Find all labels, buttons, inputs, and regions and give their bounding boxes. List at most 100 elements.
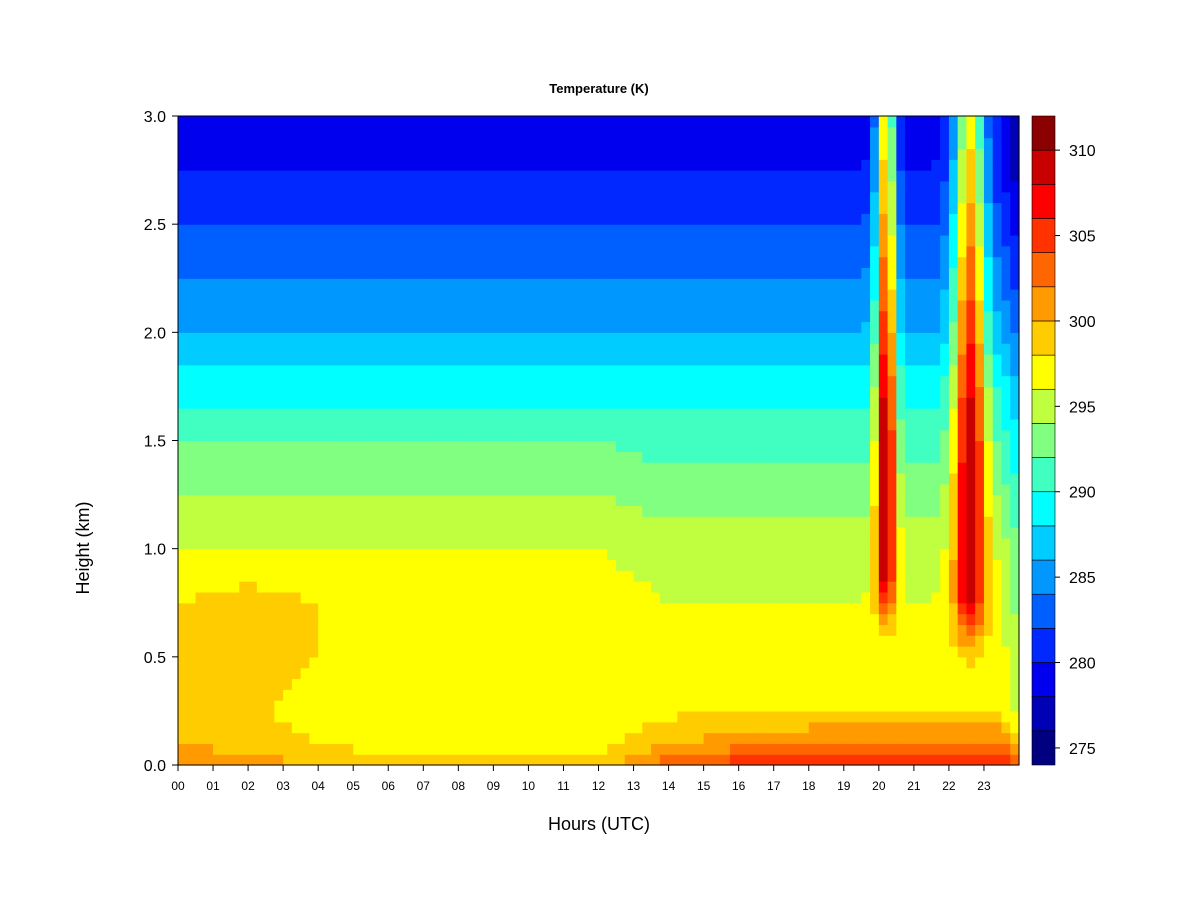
heatmap-cell [414,581,424,593]
heatmap-cell [721,299,731,312]
heatmap-cell [887,689,897,701]
heatmap-cell [335,299,346,312]
heatmap-cell [843,591,854,604]
heatmap-cell [896,710,906,723]
heatmap-cell [528,353,538,366]
heatmap-cell [651,126,661,139]
heatmap-cell [204,646,214,658]
heatmap-cell [580,386,591,398]
heatmap-cell [729,700,740,712]
heatmap-cell [563,624,573,636]
heatmap-cell [449,202,459,214]
heatmap-cell [738,451,749,463]
heatmap-cell [256,126,267,139]
heatmap-cell [677,527,687,539]
heatmap-cell [659,721,670,734]
heatmap-cell [554,397,565,409]
heatmap-cell [326,483,337,496]
heatmap-cell [878,170,889,182]
heatmap-cell [414,202,424,214]
heatmap-cell [651,754,661,766]
heatmap-cell [817,656,827,669]
heatmap-cell [791,732,801,744]
heatmap-cell [440,732,451,744]
heatmap-cell [300,548,311,561]
heatmap-cell [607,559,617,571]
heatmap-cell [633,602,643,615]
heatmap-cell [598,591,608,604]
heatmap-cell [274,364,284,377]
heatmap-cell [799,462,810,474]
heatmap-cell [773,310,784,323]
heatmap-cell [668,635,678,647]
heatmap-cell [467,700,477,712]
heatmap-cell [248,440,258,452]
heatmap-cell [353,624,363,636]
heatmap-cell [721,126,731,139]
heatmap-cell [239,472,249,485]
heatmap-cell [826,721,836,734]
heatmap-cell [887,256,897,269]
heatmap-cell [300,213,311,225]
heatmap-cell [835,635,845,647]
heatmap-cell [738,418,749,431]
heatmap-cell [344,667,354,680]
heatmap-cell [353,591,363,604]
heatmap-cell [799,678,810,690]
heatmap-cell [694,180,705,193]
heatmap-cell [274,332,284,344]
heatmap-cell [624,451,635,463]
heatmap-cell [826,310,836,323]
heatmap-cell [624,440,635,452]
heatmap-cell [519,332,530,344]
heatmap-cell [537,408,547,420]
heatmap-cell [633,678,643,690]
heatmap-cell [756,505,766,517]
heatmap-cell [651,537,661,550]
heatmap-cell [291,667,302,680]
heatmap-cell [537,180,547,193]
heatmap-cell [274,656,284,669]
heatmap-cell [826,743,836,755]
heatmap-cell [300,224,311,236]
heatmap-cell [624,137,635,150]
heatmap-cell [204,667,214,680]
heatmap-cell [265,148,275,160]
heatmap-cell [274,440,284,452]
heatmap-cell [423,148,433,160]
heatmap-cell [870,613,880,625]
heatmap-cell [510,732,521,744]
heatmap-cell [178,202,188,214]
heatmap-cell [729,364,740,377]
heatmap-cell [852,754,862,766]
heatmap-cell [379,116,389,128]
heatmap-cell [677,299,687,312]
heatmap-cell [554,678,565,690]
heatmap-cell [449,180,459,193]
heatmap-cell [554,483,565,496]
heatmap-cell [221,191,232,204]
heatmap-cell [291,148,302,160]
heatmap-cell [808,289,819,301]
heatmap-cell [572,310,582,323]
heatmap-cell [896,408,906,420]
heatmap-cell [344,191,354,204]
heatmap-cell [370,267,381,279]
heatmap-cell [440,224,451,236]
heatmap-cell [335,483,346,496]
heatmap-cell [843,656,854,669]
heatmap-cell [799,343,810,355]
heatmap-cell [379,678,389,690]
heatmap-cell [178,462,188,474]
heatmap-cell [195,656,205,669]
heatmap-cell [475,559,486,571]
heatmap-cell [764,440,775,452]
heatmap-cell [764,689,775,701]
heatmap-cell [651,170,661,182]
heatmap-cell [528,116,538,128]
heatmap-cell [659,159,670,171]
heatmap-cell [458,137,468,150]
heatmap-cell [300,700,311,712]
heatmap-cell [572,483,582,496]
heatmap-cell [300,137,311,150]
